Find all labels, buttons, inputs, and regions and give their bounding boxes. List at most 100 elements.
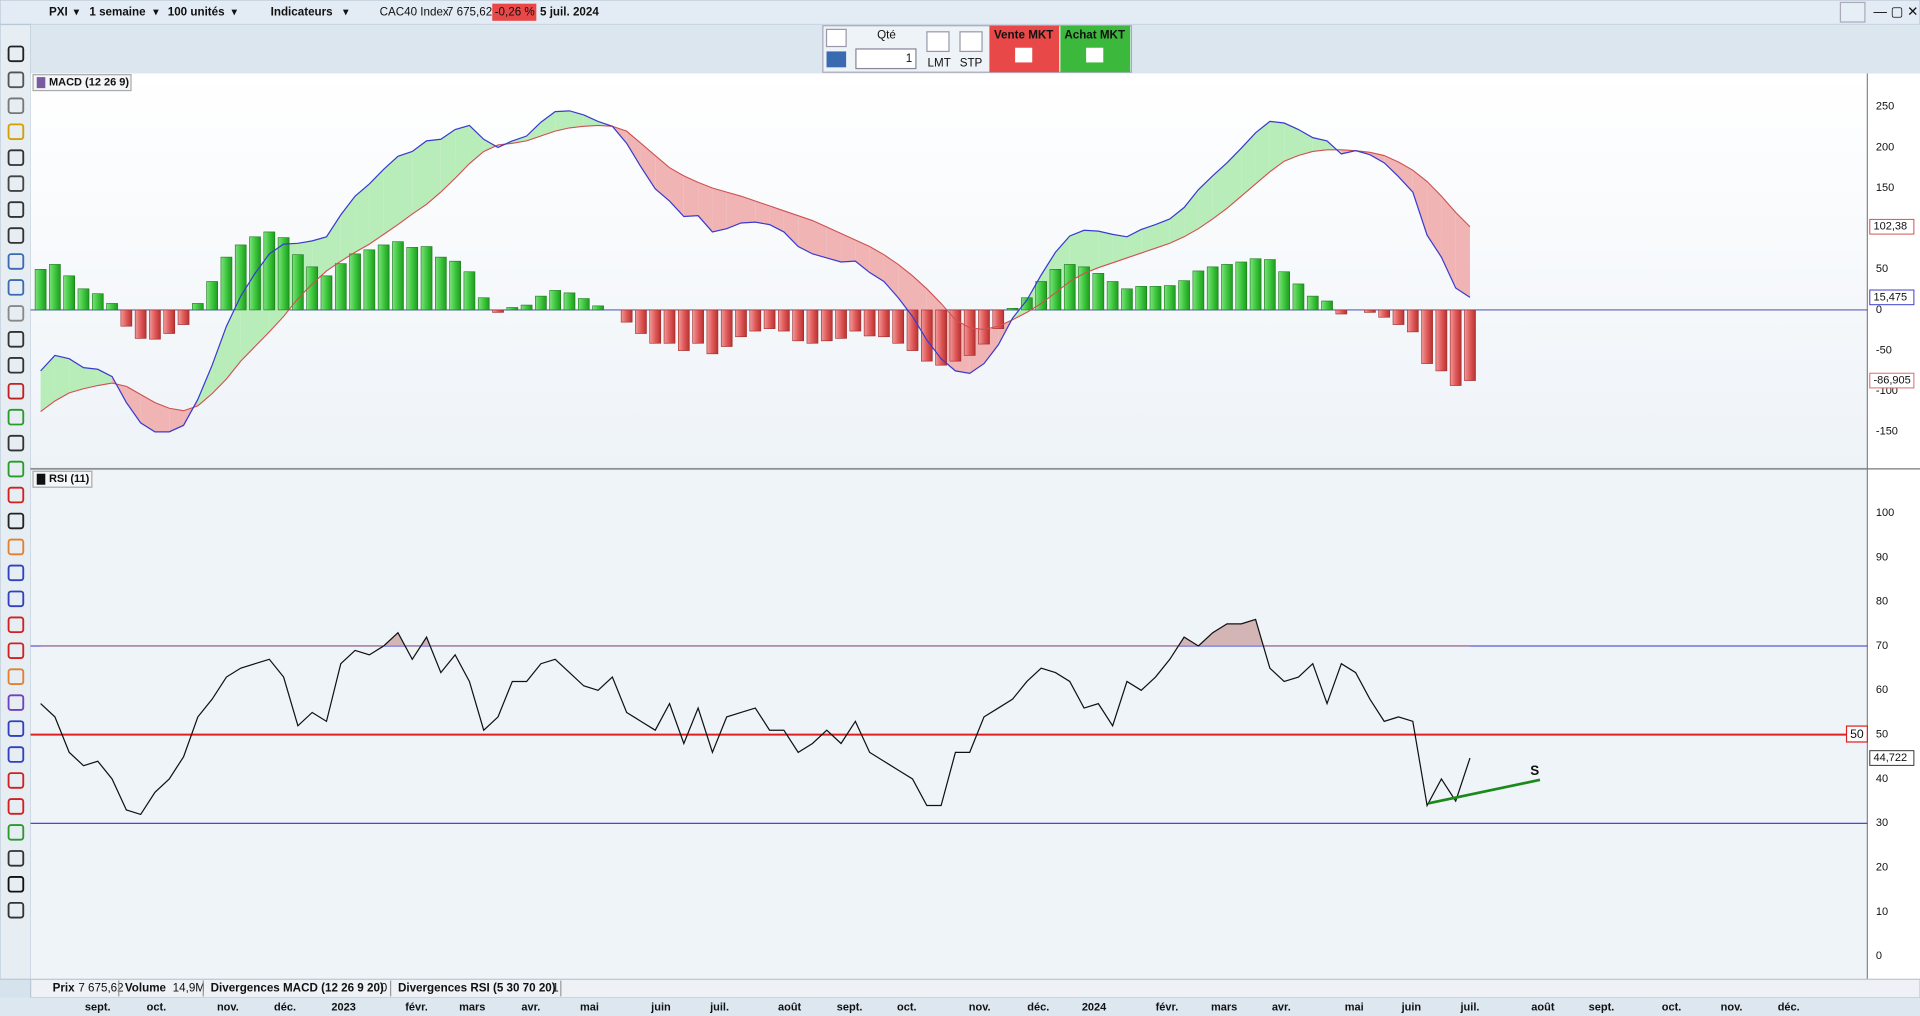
settings-button[interactable] bbox=[825, 28, 847, 48]
status-macd-div: 0 bbox=[381, 982, 388, 995]
signal-last-label-box bbox=[1869, 218, 1915, 235]
tool-button[interactable] bbox=[7, 538, 25, 556]
tool-button[interactable] bbox=[7, 357, 25, 374]
tool-button[interactable] bbox=[7, 564, 25, 582]
histogram-bar bbox=[592, 305, 604, 311]
histogram-bar bbox=[1249, 258, 1262, 311]
tool-button[interactable] bbox=[7, 408, 25, 426]
tool-button[interactable] bbox=[7, 720, 25, 737]
histogram-bar bbox=[535, 295, 547, 311]
macd-signal-fill bbox=[1126, 229, 1142, 258]
tool-button[interactable] bbox=[7, 486, 25, 504]
tool-button[interactable] bbox=[7, 798, 25, 815]
tool-button[interactable] bbox=[7, 460, 25, 478]
dropdown-arrow[interactable]: ▾ bbox=[153, 5, 159, 18]
tool-button[interactable] bbox=[7, 331, 25, 348]
macd-signal-fill bbox=[741, 196, 756, 223]
window-controls[interactable]: — ▢ ✕ bbox=[1873, 4, 1918, 19]
histogram-bar bbox=[477, 297, 490, 311]
histogram-bar bbox=[49, 264, 61, 311]
histogram-bar bbox=[435, 256, 447, 311]
tool-button[interactable] bbox=[7, 201, 25, 218]
x-tick-label: nov. bbox=[969, 1001, 991, 1013]
histogram-bar bbox=[1421, 309, 1433, 364]
y-tick-label: 50 bbox=[1876, 729, 1888, 741]
stop-button[interactable] bbox=[959, 31, 983, 53]
histogram-bar bbox=[792, 309, 804, 342]
limit-label: LMT bbox=[928, 57, 951, 70]
tool-button[interactable] bbox=[7, 590, 25, 608]
tool-button[interactable] bbox=[7, 850, 25, 867]
tool-button[interactable] bbox=[7, 123, 25, 140]
tool-button[interactable] bbox=[7, 434, 25, 452]
qty-label: Qté bbox=[877, 29, 896, 42]
x-tick-label: juin bbox=[650, 1001, 671, 1013]
x-tick-label: août bbox=[778, 1001, 802, 1013]
tool-button[interactable] bbox=[7, 149, 25, 166]
tool-button[interactable] bbox=[7, 71, 25, 89]
tool-button[interactable] bbox=[7, 901, 25, 919]
stop-label: STP bbox=[960, 57, 983, 70]
histogram-bar bbox=[34, 269, 47, 311]
tool-button[interactable] bbox=[7, 642, 25, 659]
histogram-bar bbox=[963, 309, 976, 356]
tool-button[interactable] bbox=[7, 227, 25, 244]
tool-button[interactable] bbox=[7, 824, 25, 841]
tool-button[interactable] bbox=[7, 512, 25, 530]
tool-button[interactable] bbox=[7, 668, 25, 685]
qty-input[interactable] bbox=[855, 48, 917, 70]
macd-signal-fill bbox=[783, 210, 799, 247]
limit-button[interactable] bbox=[926, 31, 950, 53]
tool-button[interactable] bbox=[7, 772, 25, 789]
tool-button[interactable] bbox=[7, 45, 25, 63]
histogram-bar bbox=[1378, 309, 1391, 318]
y-tick-label: 40 bbox=[1876, 773, 1888, 785]
x-tick-label: mai bbox=[580, 1001, 599, 1013]
macd-legend-swatch bbox=[36, 77, 46, 89]
tool-button[interactable] bbox=[7, 382, 25, 400]
histogram-bar bbox=[720, 309, 733, 347]
histogram-bar bbox=[263, 231, 276, 311]
macd-signal-fill bbox=[1084, 230, 1099, 274]
tool-button[interactable] bbox=[7, 616, 25, 634]
tool-button[interactable] bbox=[7, 279, 25, 296]
macd-signal-fill bbox=[1255, 121, 1270, 184]
dropdown-arrow[interactable]: ▾ bbox=[343, 5, 349, 18]
macd-legend-box bbox=[32, 74, 132, 92]
instrument-price: 7 675,62 bbox=[447, 5, 492, 18]
macd-signal-fill bbox=[655, 155, 670, 202]
histogram-bar bbox=[349, 253, 361, 311]
macd-signal-fill bbox=[369, 169, 384, 245]
histogram-bar bbox=[1364, 309, 1376, 313]
tool-button[interactable] bbox=[7, 175, 25, 192]
histogram-bar bbox=[277, 237, 290, 311]
histogram-bar bbox=[863, 309, 876, 337]
refresh-button[interactable] bbox=[1839, 1, 1866, 23]
histogram-bar bbox=[506, 307, 519, 311]
macd-signal-fill bbox=[97, 369, 113, 386]
tool-button[interactable] bbox=[7, 305, 25, 322]
x-tick-label: oct. bbox=[897, 1001, 917, 1013]
divergence-line bbox=[1428, 778, 1541, 805]
y-tick-label: 90 bbox=[1876, 551, 1888, 563]
macd-signal-fill bbox=[526, 122, 541, 141]
histogram-bar bbox=[177, 309, 190, 325]
macd-signal-fill bbox=[1269, 121, 1285, 172]
tool-button[interactable] bbox=[7, 253, 25, 270]
histogram-last-label: -86,905 bbox=[1873, 374, 1910, 386]
keyboard-button[interactable] bbox=[826, 51, 847, 68]
histogram-bar bbox=[1306, 295, 1319, 311]
tool-button[interactable] bbox=[7, 97, 25, 115]
macd-signal-fill bbox=[1427, 181, 1442, 258]
histogram-bar bbox=[192, 303, 204, 311]
tool-button[interactable] bbox=[7, 876, 25, 893]
signal-last-label: 102,38 bbox=[1873, 221, 1907, 233]
tool-button[interactable] bbox=[7, 746, 25, 763]
rsi-legend: RSI (11) bbox=[49, 473, 90, 485]
dropdown-arrow[interactable]: ▾ bbox=[231, 5, 237, 18]
rsi-legend-swatch bbox=[36, 473, 46, 485]
dropdown-arrow[interactable]: ▾ bbox=[73, 5, 79, 18]
macd-signal-fill bbox=[812, 220, 827, 258]
tool-button[interactable] bbox=[7, 694, 25, 711]
